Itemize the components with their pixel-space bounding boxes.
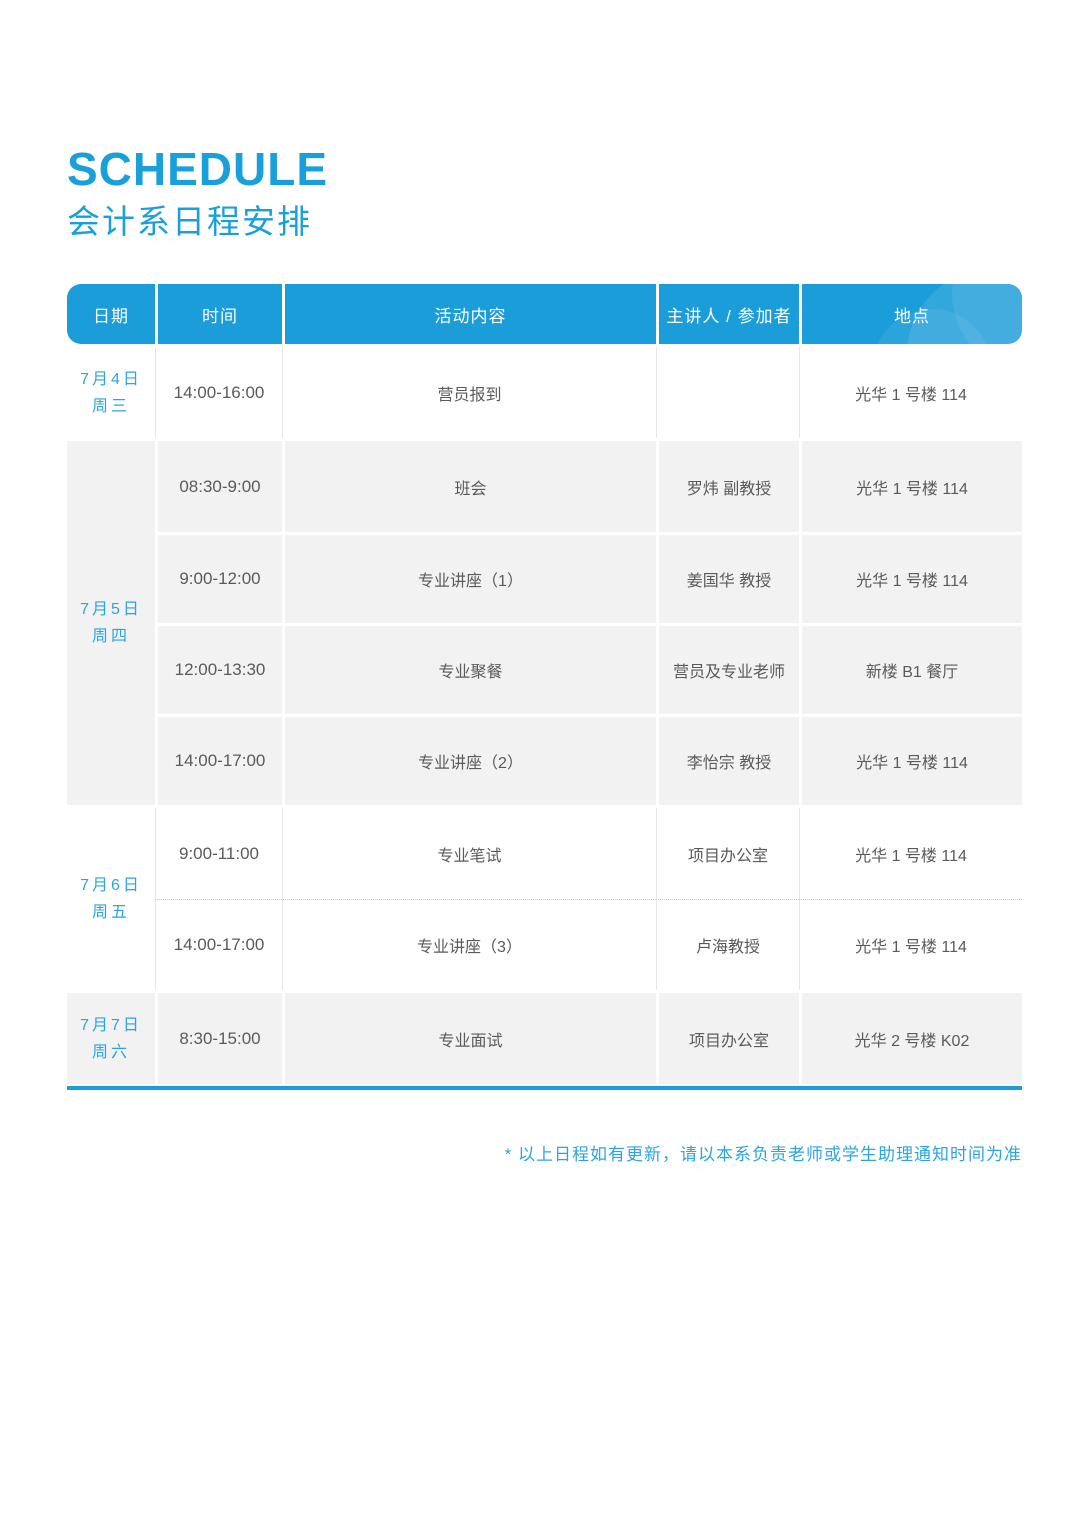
weekday-text: 周五 bbox=[91, 904, 130, 921]
time-cell: 9:00-11:00 bbox=[155, 808, 282, 899]
date-text: 7月7日 bbox=[80, 1016, 142, 1034]
activity-cell: 专业讲座（2） bbox=[282, 714, 656, 805]
location-cell: 光华 1 号楼 114 bbox=[799, 347, 1022, 438]
date-cell: 7月5日 周四 bbox=[67, 441, 155, 805]
time-cell: 14:00-17:00 bbox=[155, 714, 282, 805]
speaker-cell: 李怡宗 教授 bbox=[656, 714, 799, 805]
date-cell: 7月4日 周三 bbox=[67, 347, 155, 438]
weekday-text: 周六 bbox=[91, 1043, 130, 1061]
header-cell-location: 地点 bbox=[799, 284, 1022, 344]
speaker-cell: 罗炜 副教授 bbox=[656, 441, 799, 532]
date-cell: 7月7日 周六 bbox=[67, 993, 155, 1084]
table-header-row: 日期 时间 活动内容 主讲人 / 参加者 地点 bbox=[67, 284, 1022, 344]
speaker-cell: 项目办公室 bbox=[656, 808, 799, 899]
activity-cell: 专业面试 bbox=[282, 993, 656, 1084]
activity-cell: 专业笔试 bbox=[282, 808, 656, 899]
header-cell-time: 时间 bbox=[155, 284, 282, 344]
date-cell: 7月6日 周五 bbox=[67, 808, 155, 990]
speaker-cell: 项目办公室 bbox=[656, 993, 799, 1084]
speaker-cell: 姜国华 教授 bbox=[656, 532, 799, 623]
time-cell: 08:30-9:00 bbox=[155, 441, 282, 532]
time-cell: 14:00-16:00 bbox=[155, 347, 282, 438]
page-content: SCHEDULE 会计系日程安排 日期 时间 活动内容 主讲人 / 参加者 地点… bbox=[67, 0, 1022, 1165]
header-decoration-circle bbox=[952, 284, 1022, 344]
location-cell: 光华 1 号楼 114 bbox=[799, 532, 1022, 623]
time-cell: 14:00-17:00 bbox=[155, 899, 282, 990]
header-cell-speaker: 主讲人 / 参加者 bbox=[656, 284, 799, 344]
time-cell: 9:00-12:00 bbox=[155, 532, 282, 623]
header-cell-location-label: 地点 bbox=[894, 306, 930, 326]
header-cell-date: 日期 bbox=[67, 284, 155, 344]
location-cell: 新楼 B1 餐厅 bbox=[799, 623, 1022, 714]
header-cell-activity: 活动内容 bbox=[282, 284, 656, 344]
footnote: * 以上日程如有更新，请以本系负责老师或学生助理通知时间为准 bbox=[504, 1145, 1022, 1164]
date-text: 7月6日 bbox=[80, 877, 142, 894]
activity-cell: 营员报到 bbox=[282, 347, 656, 438]
date-block-jul4: 7月4日 周三 14:00-16:00 营员报到 光华 1 号楼 114 bbox=[67, 347, 1022, 438]
page-title: SCHEDULE bbox=[67, 143, 329, 195]
activity-cell: 专业讲座（3） bbox=[282, 899, 656, 990]
location-cell: 光华 1 号楼 114 bbox=[799, 441, 1022, 532]
table-bottom-rule bbox=[67, 1086, 1022, 1090]
location-cell: 光华 1 号楼 114 bbox=[799, 714, 1022, 805]
time-cell: 8:30-15:00 bbox=[155, 993, 282, 1084]
date-text: 7月5日 bbox=[80, 601, 142, 618]
speaker-cell: 卢海教授 bbox=[656, 899, 799, 990]
weekday-text: 周四 bbox=[91, 628, 130, 645]
activity-cell: 专业讲座（1） bbox=[282, 532, 656, 623]
activity-cell: 专业聚餐 bbox=[282, 623, 656, 714]
weekday-text: 周三 bbox=[91, 397, 130, 415]
speaker-cell: 营员及专业老师 bbox=[656, 623, 799, 714]
location-cell: 光华 1 号楼 114 bbox=[799, 899, 1022, 990]
date-block-jul5: 7月5日 周四 08:30-9:00 班会 罗炜 副教授 光华 1 号楼 114… bbox=[67, 441, 1022, 805]
date-text: 7月4日 bbox=[80, 370, 142, 388]
speaker-cell bbox=[656, 347, 799, 438]
location-cell: 光华 2 号楼 K02 bbox=[799, 993, 1022, 1084]
page-subtitle: 会计系日程安排 bbox=[67, 203, 312, 240]
time-cell: 12:00-13:30 bbox=[155, 623, 282, 714]
activity-cell: 班会 bbox=[282, 441, 656, 532]
date-block-jul6: 7月6日 周五 9:00-11:00 专业笔试 项目办公室 光华 1 号楼 11… bbox=[67, 808, 1022, 990]
location-cell: 光华 1 号楼 114 bbox=[799, 808, 1022, 899]
date-block-jul7: 7月7日 周六 8:30-15:00 专业面试 项目办公室 光华 2 号楼 K0… bbox=[67, 993, 1022, 1084]
